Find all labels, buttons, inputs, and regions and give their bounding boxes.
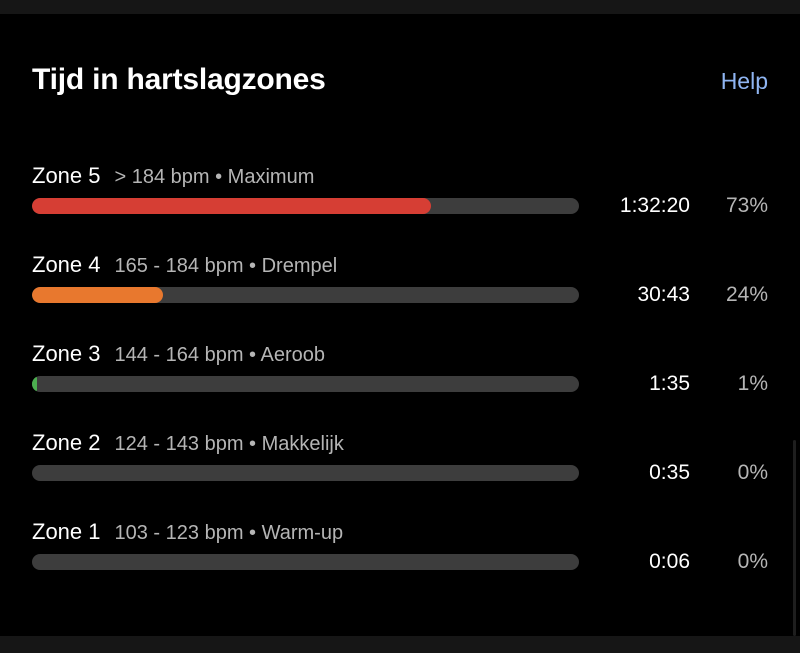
zone-progress-fill — [32, 198, 432, 214]
zone-name: Zone 3 — [32, 341, 101, 366]
zone-time: 30:43 — [637, 283, 690, 306]
zone-progress-track — [32, 376, 579, 392]
zone-time: 1:35 — [649, 372, 690, 395]
zone-time: 0:35 — [649, 461, 690, 484]
zone-percent: 0% — [737, 461, 768, 484]
zone-progress-fill — [32, 376, 38, 392]
zone-range: 103 - 123 bpm • Warm-up — [114, 522, 344, 544]
zone-range: > 184 bpm • Maximum — [114, 166, 315, 188]
scrollbar[interactable] — [793, 440, 796, 636]
zone-time: 1:32:20 — [619, 194, 690, 217]
zone-name: Zone 5 — [32, 163, 101, 188]
top-divider — [0, 0, 800, 14]
zone-range: 144 - 164 bpm • Aeroob — [114, 344, 325, 366]
zone-row-4: Zone 4 165 - 184 bpm • Drempel 30:43 24% — [32, 252, 768, 312]
help-link[interactable]: Help — [720, 68, 768, 94]
zone-name: Zone 1 — [32, 519, 101, 544]
bottom-divider — [0, 636, 800, 653]
zone-progress-track — [32, 287, 579, 303]
zone-name: Zone 2 — [32, 430, 101, 455]
zone-range: 124 - 143 bpm • Makkelijk — [114, 433, 344, 455]
zone-row-5: Zone 5 > 184 bpm • Maximum 1:32:20 73% — [32, 163, 768, 223]
zone-percent: 0% — [737, 550, 768, 573]
zone-row-1: Zone 1 103 - 123 bpm • Warm-up 0:06 0% — [32, 519, 768, 579]
heart-rate-zones-card: Tijd in hartslagzones Help Zone 5 > 184 b… — [0, 14, 800, 636]
zone-percent: 73% — [725, 194, 768, 217]
zone-row-3: Zone 3 144 - 164 bpm • Aeroob 1:35 1% — [32, 341, 768, 401]
zone-percent: 24% — [725, 283, 768, 306]
zone-name: Zone 4 — [32, 252, 101, 277]
zone-range: 165 - 184 bpm • Drempel — [114, 255, 338, 277]
zone-progress-track — [32, 465, 579, 481]
zone-row-2: Zone 2 124 - 143 bpm • Makkelijk 0:35 0% — [32, 430, 768, 490]
card-title: Tijd in hartslagzones — [32, 63, 326, 96]
zone-progress-track — [32, 554, 579, 570]
zone-time: 0:06 — [649, 550, 690, 573]
zone-progress-fill — [32, 287, 164, 303]
zone-progress-track — [32, 198, 579, 214]
zone-percent: 1% — [737, 372, 768, 395]
